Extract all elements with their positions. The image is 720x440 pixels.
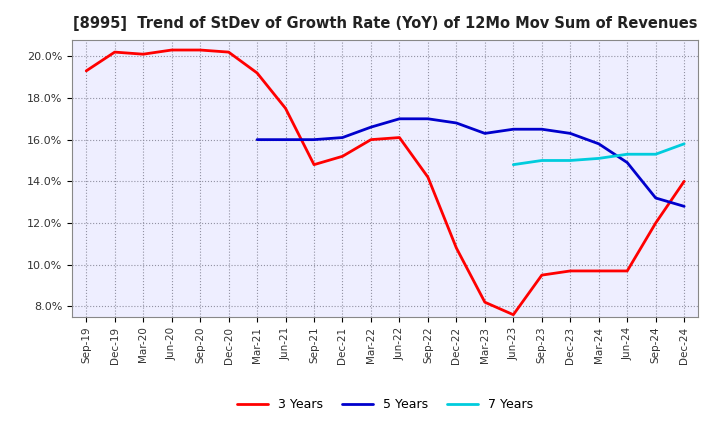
5 Years: [452, 120, 461, 125]
3 Years: [110, 49, 119, 55]
7 Years: [652, 152, 660, 157]
3 Years: [225, 49, 233, 55]
3 Years: [338, 154, 347, 159]
3 Years: [680, 179, 688, 184]
3 Years: [395, 135, 404, 140]
5 Years: [537, 127, 546, 132]
7 Years: [680, 141, 688, 147]
5 Years: [480, 131, 489, 136]
5 Years: [253, 137, 261, 142]
5 Years: [566, 131, 575, 136]
5 Years: [509, 127, 518, 132]
3 Years: [537, 272, 546, 278]
3 Years: [282, 106, 290, 111]
3 Years: [253, 70, 261, 76]
Line: 5 Years: 5 Years: [257, 119, 684, 206]
7 Years: [537, 158, 546, 163]
5 Years: [282, 137, 290, 142]
3 Years: [509, 312, 518, 317]
5 Years: [595, 141, 603, 147]
Legend: 3 Years, 5 Years, 7 Years: 3 Years, 5 Years, 7 Years: [232, 393, 539, 416]
5 Years: [310, 137, 318, 142]
7 Years: [595, 156, 603, 161]
5 Years: [395, 116, 404, 121]
5 Years: [423, 116, 432, 121]
5 Years: [366, 125, 375, 130]
3 Years: [452, 246, 461, 251]
3 Years: [652, 220, 660, 226]
3 Years: [423, 175, 432, 180]
3 Years: [139, 51, 148, 57]
5 Years: [680, 204, 688, 209]
3 Years: [566, 268, 575, 274]
3 Years: [82, 68, 91, 73]
3 Years: [366, 137, 375, 142]
7 Years: [623, 152, 631, 157]
3 Years: [480, 300, 489, 305]
7 Years: [509, 162, 518, 167]
Line: 3 Years: 3 Years: [86, 50, 684, 315]
5 Years: [338, 135, 347, 140]
3 Years: [595, 268, 603, 274]
3 Years: [623, 268, 631, 274]
Line: 7 Years: 7 Years: [513, 144, 684, 165]
5 Years: [652, 195, 660, 201]
7 Years: [566, 158, 575, 163]
5 Years: [623, 160, 631, 165]
3 Years: [167, 48, 176, 53]
3 Years: [196, 48, 204, 53]
3 Years: [310, 162, 318, 167]
Title: [8995]  Trend of StDev of Growth Rate (YoY) of 12Mo Mov Sum of Revenues: [8995] Trend of StDev of Growth Rate (Yo…: [73, 16, 698, 32]
